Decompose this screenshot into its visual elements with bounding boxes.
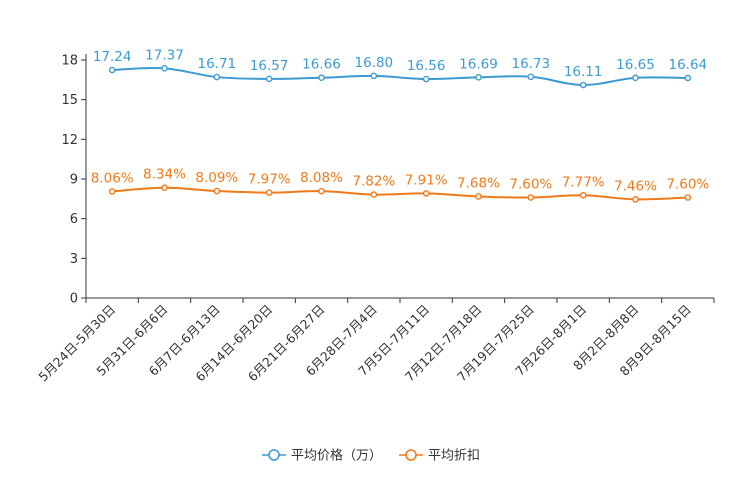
data-point (475, 74, 482, 81)
data-point (422, 190, 430, 197)
data-point (475, 193, 482, 200)
data-label: 16.56 (407, 58, 446, 74)
data-label: 7.68% (457, 175, 500, 191)
data-point (370, 191, 378, 198)
y-tick-label: 18 (61, 54, 78, 69)
data-label: 16.73 (512, 56, 551, 72)
y-tick-label: 3 (70, 252, 78, 267)
data-label: 16.80 (355, 55, 394, 71)
y-tick-label: 0 (70, 292, 78, 307)
data-label: 16.57 (250, 58, 289, 74)
series-line-0 (112, 67, 688, 86)
data-label: 8.08% (300, 170, 343, 186)
y-tick-label: 12 (61, 133, 78, 148)
data-label: 17.37 (145, 47, 184, 63)
legend-label: 平均折扣 (428, 449, 480, 464)
legend-label: 平均价格（万） (291, 448, 382, 464)
data-label: 7.97% (248, 172, 291, 188)
data-label: 7.82% (352, 174, 395, 190)
legend-swatch-marker (405, 449, 417, 461)
data-point (527, 194, 535, 201)
data-point (161, 184, 168, 192)
y-tick-label: 9 (70, 173, 78, 188)
data-point (161, 65, 168, 72)
data-label: 16.65 (616, 57, 655, 73)
data-label: 16.11 (564, 64, 603, 80)
data-point (108, 188, 116, 195)
data-point (632, 196, 639, 203)
data-point (318, 187, 325, 195)
data-point (579, 81, 587, 89)
data-label: 16.66 (302, 57, 341, 73)
data-point (684, 74, 692, 82)
data-point (684, 194, 692, 201)
data-point (422, 75, 430, 83)
data-label: 8.34% (143, 167, 186, 183)
data-label: 16.64 (669, 57, 708, 73)
data-point (318, 74, 325, 82)
data-label: 7.60% (666, 177, 709, 193)
data-label: 16.71 (198, 56, 237, 72)
data-point (370, 72, 378, 80)
y-tick-label: 15 (61, 93, 78, 108)
data-point (527, 73, 535, 81)
series-line-1 (112, 186, 688, 201)
data-label: 16.69 (459, 56, 498, 72)
data-point (213, 187, 221, 195)
data-point (265, 189, 273, 196)
data-point (213, 73, 221, 81)
data-label: 7.46% (614, 178, 657, 194)
data-label: 7.60% (509, 177, 552, 193)
data-label: 8.09% (195, 170, 238, 186)
data-label: 7.77% (562, 174, 605, 190)
data-point (108, 66, 116, 74)
data-label: 8.06% (91, 170, 134, 186)
y-tick-label: 6 (70, 212, 78, 227)
data-point (579, 191, 587, 199)
data-point (632, 74, 639, 82)
data-label: 7.91% (405, 172, 448, 188)
data-point (265, 75, 273, 83)
legend-swatch-marker (268, 449, 280, 461)
data-label: 17.24 (93, 49, 132, 65)
